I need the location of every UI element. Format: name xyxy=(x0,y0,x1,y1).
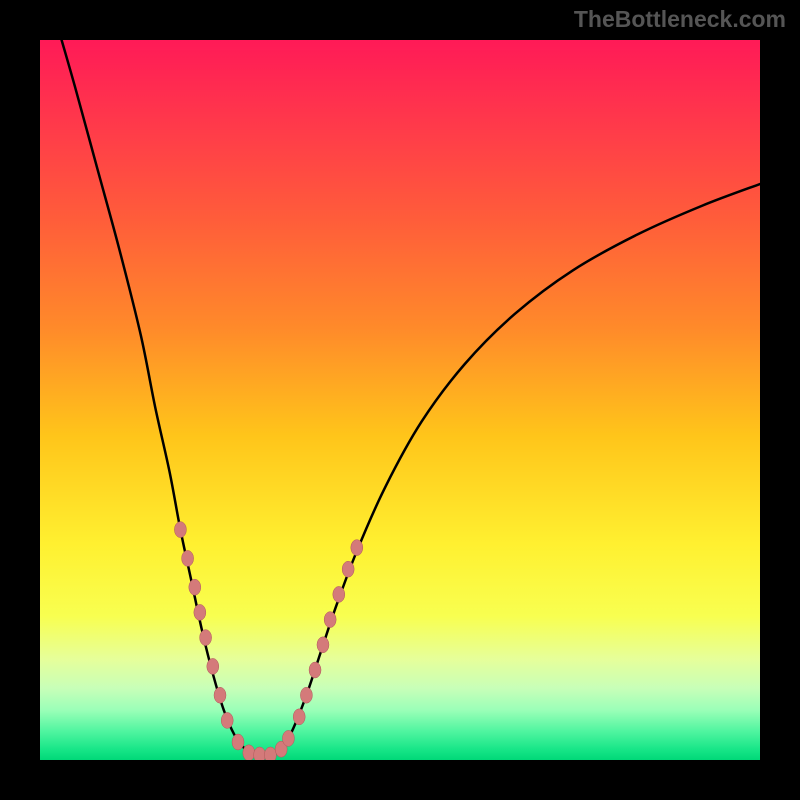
data-marker xyxy=(207,658,219,674)
data-marker xyxy=(300,687,312,703)
data-marker xyxy=(282,730,294,746)
data-marker xyxy=(232,734,244,750)
data-marker xyxy=(309,662,321,678)
data-marker xyxy=(293,709,305,725)
data-marker xyxy=(342,561,354,577)
data-marker xyxy=(317,637,329,653)
watermark-label: TheBottleneck.com xyxy=(574,6,786,33)
data-marker xyxy=(194,604,206,620)
bottleneck-curve-chart xyxy=(0,0,800,800)
data-marker xyxy=(174,522,186,538)
data-marker xyxy=(324,612,336,628)
plot-background xyxy=(40,40,760,760)
data-marker xyxy=(221,712,233,728)
data-marker xyxy=(351,540,363,556)
data-marker xyxy=(214,687,226,703)
figure-root: TheBottleneck.com xyxy=(0,0,800,800)
data-marker xyxy=(189,579,201,595)
data-marker xyxy=(243,745,255,761)
data-marker xyxy=(182,550,194,566)
data-marker xyxy=(200,630,212,646)
data-marker xyxy=(333,586,345,602)
